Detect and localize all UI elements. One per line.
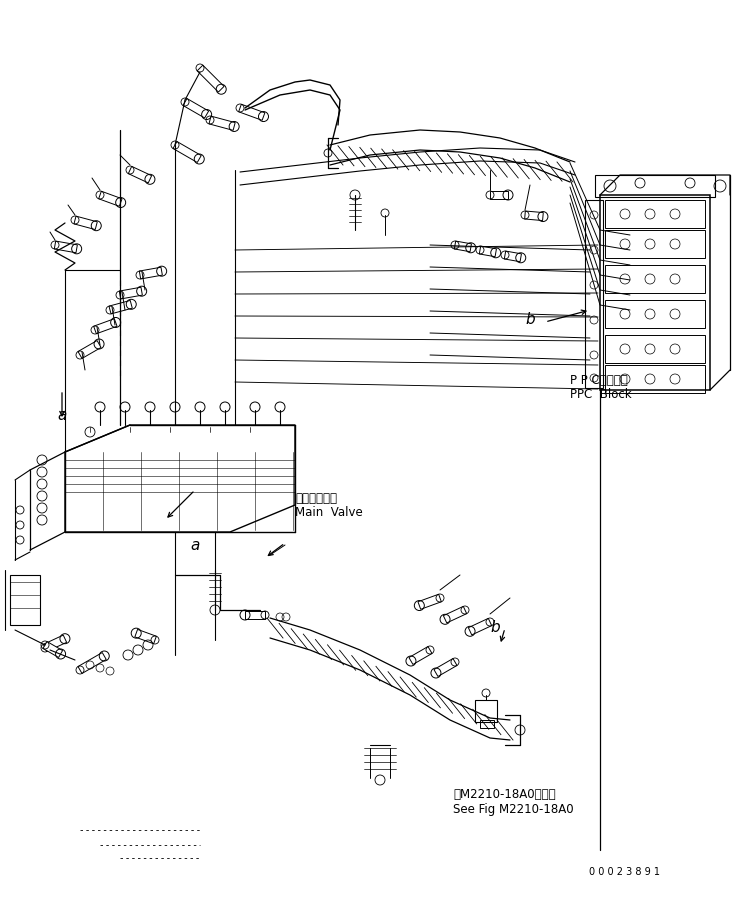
- Polygon shape: [443, 606, 467, 623]
- Text: b: b: [526, 312, 535, 327]
- Polygon shape: [173, 142, 201, 162]
- Polygon shape: [409, 647, 432, 665]
- Bar: [605, 200, 705, 228]
- Polygon shape: [43, 635, 67, 651]
- Polygon shape: [490, 191, 508, 199]
- Polygon shape: [119, 287, 143, 299]
- Polygon shape: [525, 211, 543, 221]
- Bar: [605, 265, 705, 293]
- Polygon shape: [140, 267, 162, 279]
- Text: メインバルブ: メインバルブ: [295, 492, 337, 504]
- Polygon shape: [78, 341, 101, 358]
- Polygon shape: [454, 241, 471, 252]
- Polygon shape: [418, 594, 442, 609]
- Polygon shape: [93, 318, 117, 334]
- Text: See Fig M2210-18A0: See Fig M2210-18A0: [453, 804, 573, 816]
- Text: 0 0 0 2 3 8 9 1: 0 0 0 2 3 8 9 1: [589, 867, 661, 877]
- Bar: [605, 365, 705, 393]
- Polygon shape: [209, 116, 235, 130]
- Polygon shape: [197, 65, 224, 92]
- Polygon shape: [129, 166, 151, 183]
- Polygon shape: [183, 98, 209, 118]
- Text: a: a: [190, 538, 200, 553]
- Text: PPC  Block: PPC Block: [570, 389, 631, 401]
- Polygon shape: [468, 619, 492, 635]
- Polygon shape: [78, 652, 107, 674]
- Text: 第M2210-18A0図参照: 第M2210-18A0図参照: [453, 788, 556, 802]
- Bar: [585, 200, 603, 388]
- Polygon shape: [135, 630, 157, 644]
- Polygon shape: [109, 300, 132, 314]
- Polygon shape: [479, 246, 496, 257]
- Bar: [605, 335, 705, 363]
- Bar: [605, 230, 705, 258]
- Text: b: b: [490, 621, 500, 636]
- Polygon shape: [504, 251, 521, 262]
- Polygon shape: [434, 658, 457, 676]
- Text: P P Cブロック: P P Cブロック: [570, 373, 628, 386]
- Text: Main  Valve: Main Valve: [295, 507, 363, 520]
- Polygon shape: [98, 191, 122, 207]
- Polygon shape: [54, 241, 77, 253]
- Bar: [10, 575, 40, 625]
- Bar: [600, 195, 710, 390]
- Polygon shape: [245, 611, 265, 619]
- Bar: [475, 700, 497, 722]
- Polygon shape: [43, 641, 62, 658]
- Bar: [480, 720, 494, 728]
- Polygon shape: [74, 216, 97, 229]
- Polygon shape: [239, 105, 265, 120]
- Bar: [595, 175, 715, 197]
- Polygon shape: [65, 425, 295, 532]
- Text: a: a: [57, 408, 67, 422]
- Bar: [605, 300, 705, 328]
